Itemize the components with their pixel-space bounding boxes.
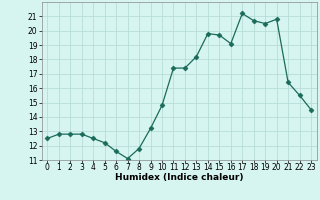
X-axis label: Humidex (Indice chaleur): Humidex (Indice chaleur) xyxy=(115,173,244,182)
